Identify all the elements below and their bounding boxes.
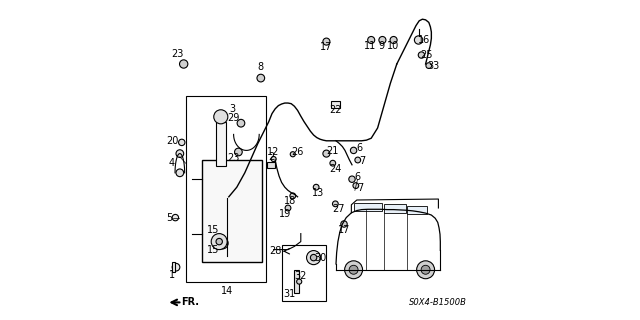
Circle shape xyxy=(345,261,362,279)
Circle shape xyxy=(353,183,359,188)
Text: 19: 19 xyxy=(278,209,291,219)
Bar xyxy=(268,162,275,168)
Circle shape xyxy=(314,184,319,190)
Text: 16: 16 xyxy=(418,35,430,45)
Circle shape xyxy=(421,265,430,274)
Bar xyxy=(354,203,383,211)
Text: 8: 8 xyxy=(258,62,264,72)
Circle shape xyxy=(310,254,317,261)
Text: 4: 4 xyxy=(168,158,174,168)
Circle shape xyxy=(211,234,227,250)
Text: 10: 10 xyxy=(387,41,399,51)
Text: FR.: FR. xyxy=(181,297,199,308)
Text: 13: 13 xyxy=(312,188,324,198)
Text: 24: 24 xyxy=(329,164,342,174)
Text: 18: 18 xyxy=(284,196,297,206)
Text: 5: 5 xyxy=(166,212,173,223)
Text: 28: 28 xyxy=(269,246,282,256)
Text: 22: 22 xyxy=(330,105,342,116)
Text: 15: 15 xyxy=(207,244,219,255)
Circle shape xyxy=(368,36,375,44)
Text: 12: 12 xyxy=(268,147,280,157)
Bar xyxy=(384,204,406,213)
Circle shape xyxy=(297,279,302,284)
Circle shape xyxy=(176,150,184,157)
Bar xyxy=(202,160,262,262)
Text: 20: 20 xyxy=(166,136,179,146)
Circle shape xyxy=(285,205,291,211)
Circle shape xyxy=(415,36,423,44)
Text: 25: 25 xyxy=(420,50,433,60)
Text: 2: 2 xyxy=(268,152,275,163)
Circle shape xyxy=(235,148,243,156)
Bar xyxy=(294,270,300,293)
Circle shape xyxy=(330,160,336,166)
Text: 33: 33 xyxy=(428,60,440,71)
Circle shape xyxy=(176,169,184,177)
Text: 7: 7 xyxy=(359,156,365,166)
Circle shape xyxy=(179,60,188,68)
Circle shape xyxy=(333,201,339,207)
Bar xyxy=(282,245,326,301)
Circle shape xyxy=(390,36,397,44)
Circle shape xyxy=(379,36,386,44)
Bar xyxy=(172,262,175,272)
Text: 29: 29 xyxy=(227,113,240,124)
Circle shape xyxy=(417,261,435,279)
Circle shape xyxy=(426,63,432,68)
Text: 1: 1 xyxy=(168,270,175,280)
Circle shape xyxy=(271,156,276,162)
Text: 17: 17 xyxy=(338,225,350,235)
Text: 26: 26 xyxy=(291,147,304,157)
Text: 17: 17 xyxy=(320,42,333,52)
Text: 21: 21 xyxy=(326,146,339,156)
Text: 23: 23 xyxy=(227,153,239,164)
Bar xyxy=(216,122,226,166)
Text: 9: 9 xyxy=(379,41,385,51)
Circle shape xyxy=(341,221,347,227)
Circle shape xyxy=(349,265,358,274)
Circle shape xyxy=(214,110,228,124)
Text: 15: 15 xyxy=(207,225,219,236)
Circle shape xyxy=(216,237,228,249)
Circle shape xyxy=(323,150,330,157)
Text: 27: 27 xyxy=(332,204,345,214)
Text: 23: 23 xyxy=(172,49,184,60)
Text: 6: 6 xyxy=(355,172,360,182)
Circle shape xyxy=(307,251,321,265)
Text: 31: 31 xyxy=(284,289,296,299)
Circle shape xyxy=(290,193,296,199)
Circle shape xyxy=(290,152,295,157)
Circle shape xyxy=(349,176,355,182)
Text: 7: 7 xyxy=(357,182,364,193)
Bar xyxy=(186,96,266,282)
Text: S0X4-B1500B: S0X4-B1500B xyxy=(410,298,467,307)
Text: 6: 6 xyxy=(356,143,362,153)
Circle shape xyxy=(355,157,361,163)
Circle shape xyxy=(323,38,330,45)
Text: 32: 32 xyxy=(294,271,307,281)
Circle shape xyxy=(172,263,180,271)
Text: 14: 14 xyxy=(221,286,234,296)
Circle shape xyxy=(216,238,223,245)
Bar xyxy=(332,101,340,108)
Text: 30: 30 xyxy=(314,252,327,263)
Circle shape xyxy=(351,147,357,154)
Bar xyxy=(408,206,427,214)
Circle shape xyxy=(172,214,179,221)
Text: 11: 11 xyxy=(364,41,377,51)
Circle shape xyxy=(179,139,185,146)
Circle shape xyxy=(257,74,265,82)
Text: 3: 3 xyxy=(229,104,235,114)
Circle shape xyxy=(237,119,245,127)
Circle shape xyxy=(419,52,425,58)
